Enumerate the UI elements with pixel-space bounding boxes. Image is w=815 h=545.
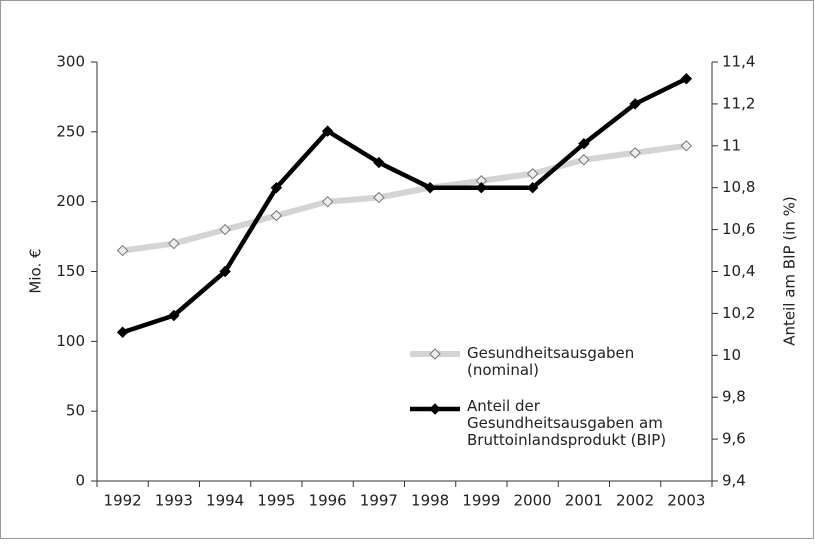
y-tick-label: 300 (56, 53, 85, 71)
legend-label: Gesundheitsausgaben (nominal) (467, 344, 635, 379)
point-marker (168, 309, 180, 322)
point-marker (321, 195, 334, 208)
y-tick-label: 0 (75, 472, 85, 490)
y2-tick-label: 9,8 (722, 388, 746, 406)
point-marker (116, 244, 129, 257)
y-tick-label: 100 (56, 332, 85, 350)
point-marker (321, 125, 334, 137)
y2-tick-label: 9,6 (722, 430, 746, 448)
y2-tick-label: 11,4 (722, 53, 755, 71)
y-tick-label: 50 (66, 402, 85, 420)
point-marker (168, 237, 180, 250)
y2-tick-label: 10,6 (722, 220, 755, 238)
point-marker (578, 154, 590, 166)
x-tick-label: 1997 (360, 492, 398, 510)
point-marker (680, 73, 693, 85)
point-marker (219, 223, 231, 236)
point-marker (270, 209, 283, 222)
point-marker (373, 191, 385, 204)
y2-tick-label: 11 (722, 136, 741, 154)
legend-marker (429, 348, 441, 360)
point-marker (629, 147, 641, 159)
y-axis-label: Mio. € (27, 248, 45, 293)
point-marker (475, 181, 488, 194)
point-marker (116, 326, 129, 338)
x-tick-label: 1999 (462, 492, 500, 510)
y-tick-label: 250 (56, 122, 85, 140)
point-marker (526, 168, 539, 180)
x-tick-label: 2002 (616, 492, 654, 510)
series-line (121, 76, 688, 335)
y2-tick-label: 10,4 (722, 262, 755, 280)
y2-tick-label: 10,2 (722, 304, 755, 322)
y-tick-label: 200 (56, 192, 85, 210)
point-marker (424, 181, 436, 194)
point-marker (373, 156, 385, 169)
x-tick-label: 1995 (257, 492, 295, 510)
y2-axis-label: Anteil am BIP (in %) (781, 196, 799, 345)
legend-label: Anteil der Gesundheitsausgaben am Brutto… (467, 397, 667, 449)
point-marker (270, 181, 283, 194)
x-tick-label: 2001 (565, 492, 603, 510)
y2-tick-label: 10,8 (722, 178, 755, 196)
y2-tick-label: 11,2 (722, 94, 755, 112)
point-marker (526, 181, 539, 194)
series-line (122, 142, 687, 254)
x-tick-label: 1992 (104, 492, 142, 510)
x-tick-label: 1998 (411, 492, 449, 510)
point-marker (219, 265, 231, 278)
y2-tick-label: 10 (722, 346, 741, 364)
x-tick-label: 2003 (667, 492, 705, 510)
x-tick-label: 1993 (155, 492, 193, 510)
y-tick-label: 150 (56, 262, 85, 280)
legend-marker (429, 403, 441, 415)
point-marker (629, 98, 641, 110)
point-marker (578, 137, 590, 150)
x-tick-label: 2000 (514, 492, 552, 510)
point-marker (680, 140, 693, 152)
y2-tick-label: 9,4 (722, 472, 746, 490)
x-tick-label: 1996 (309, 492, 347, 510)
x-tick-label: 1994 (206, 492, 244, 510)
